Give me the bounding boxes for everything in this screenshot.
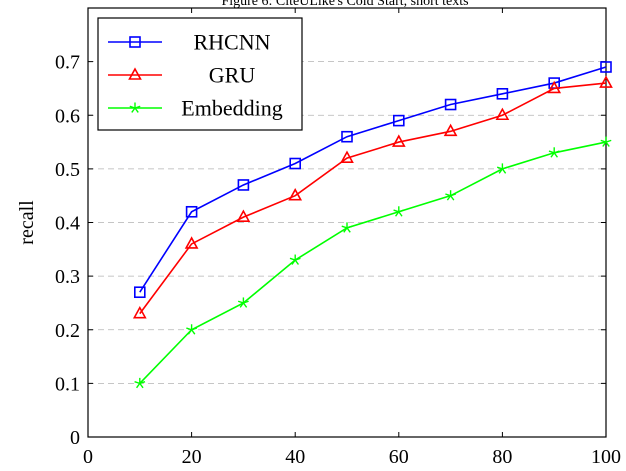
y-tick-label: 0.3 (55, 266, 80, 288)
legend-item-embedding: Embedding (108, 96, 283, 121)
x-tick-label: 0 (83, 446, 93, 468)
legend-item-rhcnn: RHCNN (108, 30, 271, 55)
data-point (289, 157, 302, 170)
legend-label: Embedding (181, 96, 282, 121)
y-tick-label: 0 (70, 427, 80, 449)
axis-ticks: 0 0.1 0.2 0.3 0.4 0.5 0.6 0.7 0 20 40 60 80 100 (55, 8, 621, 468)
data-point (599, 75, 613, 88)
y-tick-label: 0.5 (55, 159, 80, 181)
data-point (186, 324, 198, 335)
data-point (132, 306, 147, 319)
x-tick-label: 100 (591, 446, 621, 468)
x-tick-label: 60 (389, 446, 409, 468)
data-point (129, 102, 141, 113)
data-point (340, 150, 354, 163)
data-point (496, 88, 509, 100)
data-point (392, 114, 405, 127)
data-point (341, 130, 353, 143)
y-tick-label: 0.4 (55, 213, 80, 235)
series-line (139, 141, 607, 384)
y-tick-label: 0.2 (55, 320, 80, 342)
legend-label: RHCNN (193, 30, 270, 55)
chart-title: Figure 6: CiteULike's Cold Start, short … (221, 0, 468, 9)
y-tick-label: 0.6 (55, 105, 80, 127)
data-point (548, 147, 560, 158)
data-point (134, 377, 146, 389)
data-point (495, 107, 510, 121)
data-point (391, 134, 406, 147)
data-point (288, 188, 303, 201)
x-tick-label: 40 (285, 446, 305, 468)
data-point (444, 98, 457, 111)
data-point (445, 190, 457, 201)
data-point (547, 80, 562, 94)
data-point (237, 179, 250, 191)
data-point (129, 36, 141, 48)
data-point (184, 236, 199, 249)
y-axis-label: recall (16, 200, 38, 245)
grid-lines (88, 61, 606, 384)
data-point (289, 254, 301, 265)
data-point (237, 297, 249, 308)
data-point (443, 123, 458, 137)
series-layer (132, 61, 613, 389)
series-line (139, 66, 607, 293)
data-point (496, 163, 508, 174)
legend: RHCNN GRU Embedding (97, 17, 303, 131)
data-point (341, 222, 353, 233)
x-tick-label: 20 (182, 446, 202, 468)
data-point (134, 286, 146, 299)
data-point (185, 205, 198, 218)
y-tick-label: 0.7 (55, 52, 80, 74)
data-point (600, 61, 612, 73)
data-point (128, 67, 142, 80)
data-point (236, 209, 251, 222)
data-point (393, 206, 405, 217)
series-gru (132, 75, 613, 319)
series-line (139, 82, 607, 315)
legend-item-gru: GRU (108, 63, 255, 88)
x-tick-label: 80 (492, 446, 512, 468)
series-rhcnn (134, 61, 612, 299)
legend-label: GRU (209, 63, 256, 88)
y-tick-label: 0.1 (55, 373, 80, 395)
data-point (600, 136, 612, 147)
series-embedding (134, 136, 612, 389)
